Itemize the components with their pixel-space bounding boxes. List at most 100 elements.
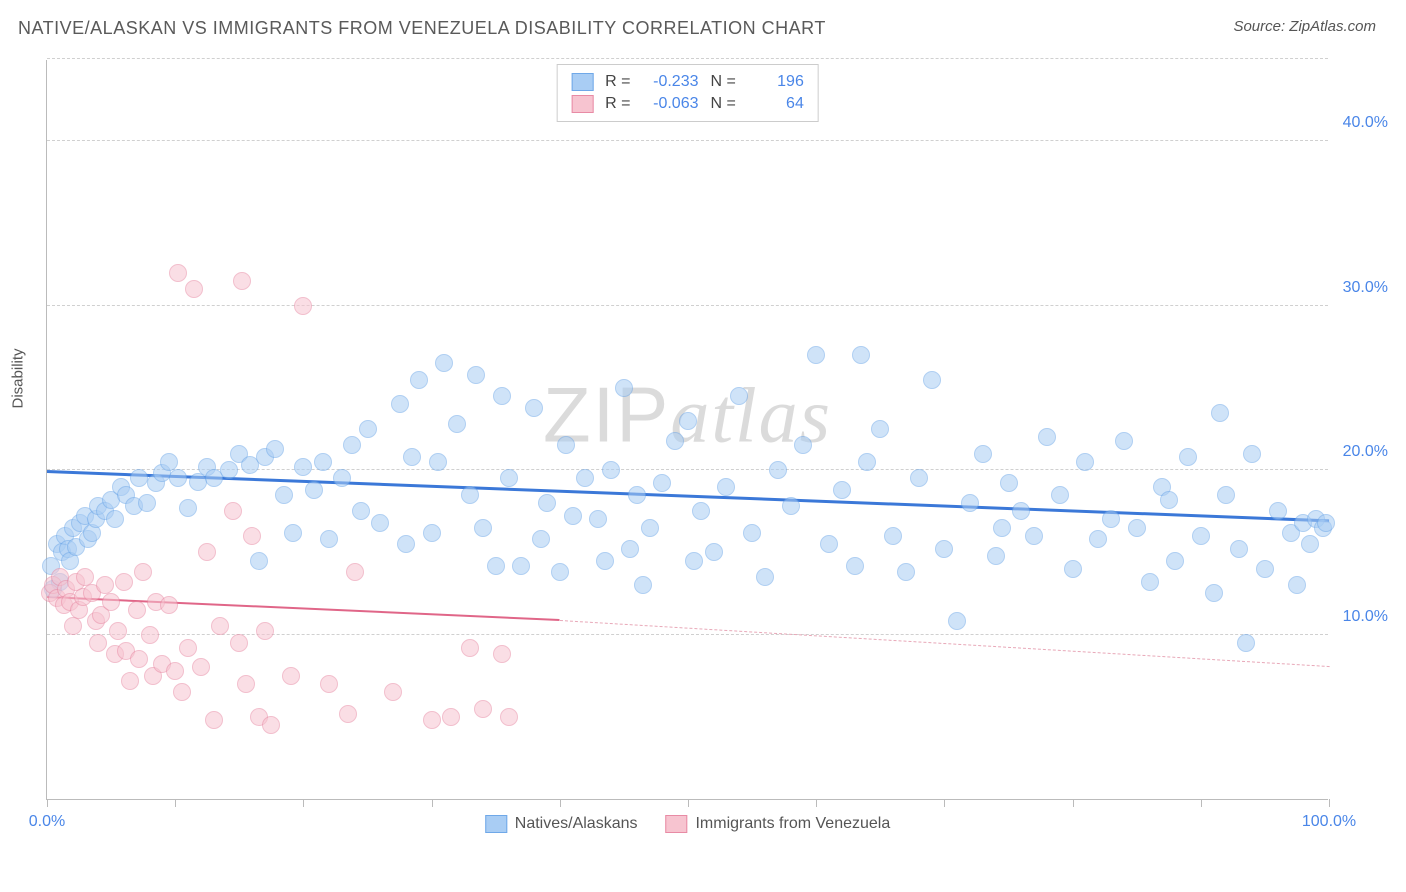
x-tick	[1073, 799, 1074, 807]
scatter-point	[1012, 502, 1030, 520]
scatter-point	[237, 675, 255, 693]
scatter-point	[429, 453, 447, 471]
gridline	[47, 469, 1328, 470]
series-swatch	[571, 95, 593, 113]
scatter-point	[391, 395, 409, 413]
scatter-point	[871, 420, 889, 438]
scatter-point	[250, 552, 268, 570]
scatter-point	[634, 576, 652, 594]
scatter-point	[461, 486, 479, 504]
x-tick	[560, 799, 561, 807]
scatter-point	[294, 458, 312, 476]
scatter-point	[500, 708, 518, 726]
scatter-point	[500, 469, 518, 487]
scatter-point	[705, 543, 723, 561]
scatter-point	[493, 645, 511, 663]
scatter-point	[1256, 560, 1274, 578]
scatter-point	[807, 346, 825, 364]
scatter-point	[897, 563, 915, 581]
scatter-point	[64, 617, 82, 635]
y-tick-label: 40.0%	[1343, 114, 1388, 132]
bottom-legend: Natives/AlaskansImmigrants from Venezuel…	[485, 815, 890, 833]
scatter-point	[115, 573, 133, 591]
x-tick-label: 100.0%	[1302, 813, 1356, 831]
scatter-point	[1166, 552, 1184, 570]
scatter-point	[602, 461, 620, 479]
scatter-point	[1000, 474, 1018, 492]
scatter-point	[589, 510, 607, 528]
scatter-point	[89, 634, 107, 652]
legend-label: Natives/Alaskans	[515, 815, 638, 833]
scatter-point	[820, 535, 838, 553]
scatter-point	[1237, 634, 1255, 652]
trend-line-dashed	[560, 620, 1329, 667]
scatter-point	[1064, 560, 1082, 578]
scatter-point	[134, 563, 152, 581]
scatter-point	[551, 563, 569, 581]
scatter-point	[487, 557, 505, 575]
scatter-point	[294, 297, 312, 315]
scatter-point	[641, 519, 659, 537]
scatter-point	[1076, 453, 1094, 471]
scatter-point	[1205, 584, 1223, 602]
scatter-point	[266, 440, 284, 458]
scatter-point	[224, 502, 242, 520]
scatter-point	[169, 469, 187, 487]
scatter-point	[121, 672, 139, 690]
scatter-point	[1038, 428, 1056, 446]
scatter-point	[384, 683, 402, 701]
scatter-point	[1128, 519, 1146, 537]
scatter-point	[756, 568, 774, 586]
stat-n-value: 196	[748, 73, 804, 91]
x-tick	[303, 799, 304, 807]
scatter-point	[138, 494, 156, 512]
scatter-point	[1179, 448, 1197, 466]
scatter-point	[1025, 527, 1043, 545]
chart-header: NATIVE/ALASKAN VS IMMIGRANTS FROM VENEZU…	[0, 0, 1406, 47]
scatter-point	[256, 622, 274, 640]
scatter-point	[211, 617, 229, 635]
stat-n-value: 64	[748, 95, 804, 113]
y-tick-label: 30.0%	[1343, 279, 1388, 297]
scatter-point	[782, 497, 800, 515]
stat-n-label: N =	[711, 95, 736, 113]
scatter-point	[525, 399, 543, 417]
scatter-point	[717, 478, 735, 496]
scatter-point	[987, 547, 1005, 565]
scatter-point	[743, 524, 761, 542]
scatter-point	[910, 469, 928, 487]
series-swatch	[571, 73, 593, 91]
scatter-point	[1089, 530, 1107, 548]
scatter-point	[474, 700, 492, 718]
stat-r-value: -0.063	[643, 95, 699, 113]
y-tick-label: 20.0%	[1343, 443, 1388, 461]
scatter-point	[666, 432, 684, 450]
scatter-point	[794, 436, 812, 454]
scatter-point	[730, 387, 748, 405]
scatter-point	[410, 371, 428, 389]
stat-r-label: R =	[605, 73, 630, 91]
scatter-point	[233, 272, 251, 290]
scatter-point	[1301, 535, 1319, 553]
scatter-point	[262, 716, 280, 734]
scatter-point	[448, 415, 466, 433]
scatter-point	[692, 502, 710, 520]
scatter-point	[314, 453, 332, 471]
scatter-point	[343, 436, 361, 454]
scatter-point	[512, 557, 530, 575]
scatter-point	[615, 379, 633, 397]
scatter-point	[169, 264, 187, 282]
scatter-point	[653, 474, 671, 492]
scatter-point	[1051, 486, 1069, 504]
scatter-point	[371, 514, 389, 532]
stats-row: R =-0.233N =196	[571, 71, 804, 93]
scatter-point	[275, 486, 293, 504]
stat-r-value: -0.233	[643, 73, 699, 91]
scatter-point	[359, 420, 377, 438]
legend-item: Natives/Alaskans	[485, 815, 638, 833]
y-tick-label: 10.0%	[1343, 608, 1388, 626]
scatter-point	[923, 371, 941, 389]
scatter-point	[442, 708, 460, 726]
scatter-point	[1211, 404, 1229, 422]
scatter-point	[76, 568, 94, 586]
